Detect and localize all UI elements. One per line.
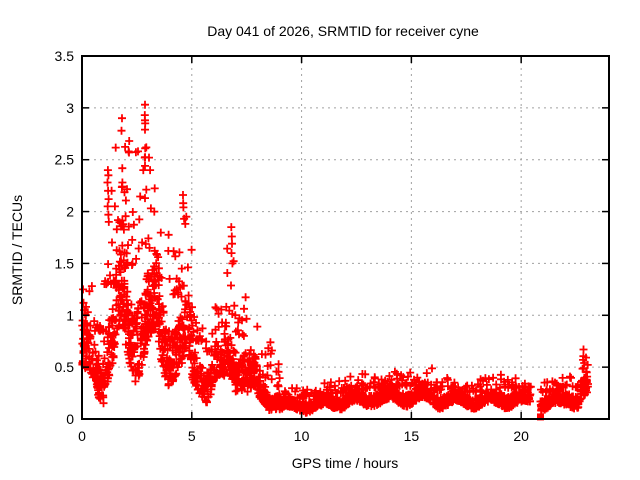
y-tick-label: 0.5 [55,359,75,375]
y-tick-label: 2 [66,204,74,220]
x-tick-label: 5 [188,428,196,444]
chart-title: Day 041 of 2026, SRMTID for receiver cyn… [207,23,479,39]
y-tick-label: 3 [66,100,74,116]
square-marker [536,413,544,421]
y-axis-label: SRMTID / TECUs [9,195,25,305]
grid-lines [82,56,609,419]
axis-tick-labels: 0 5 10 15 20 0 0.5 1 1.5 2 2.5 3 3.5 [55,48,530,444]
axes-frame [81,55,610,420]
x-axis-label: GPS time / hours [292,455,399,471]
y-tick-label: 0 [66,411,74,427]
y-tick-label: 2.5 [55,152,75,168]
x-tick-label: 20 [513,428,529,444]
y-tick-label: 3.5 [55,48,75,64]
x-tick-label: 0 [78,428,86,444]
x-tick-label: 10 [294,428,310,444]
y-tick-label: 1.5 [55,255,75,271]
x-tick-label: 15 [404,428,420,444]
y-tick-label: 1 [66,307,74,323]
